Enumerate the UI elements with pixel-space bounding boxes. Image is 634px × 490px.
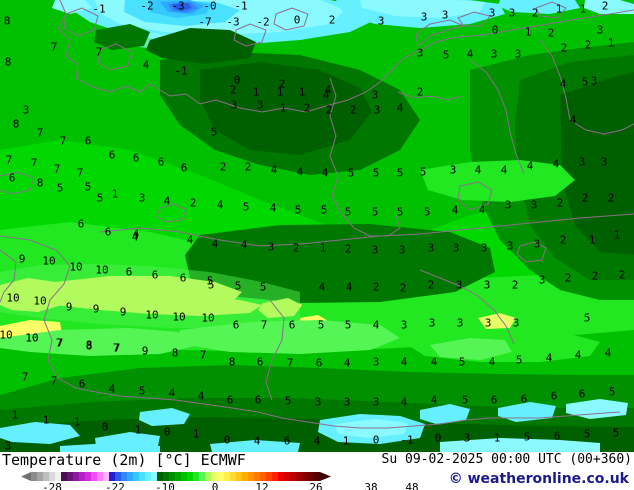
colorbar-swatch (199, 472, 206, 481)
colorbar-swatch (109, 472, 116, 481)
colorbar-right-cap (320, 472, 331, 481)
colorbar-swatch (253, 472, 260, 481)
colorbar-tick: -10 (155, 481, 175, 490)
colorbar-swatch (313, 472, 320, 481)
colorbar-swatch (55, 472, 62, 481)
map-canvas[interactable]: 8 -1 -2 -3 -0 -1 -2 -3 -7 0 2 3 3 3 3 3 2 1 1 2 8 7 7 4 -1 0 2 4 3 2 0… (0, 0, 634, 452)
colorbar-swatch (217, 472, 224, 481)
colorbar-swatch (127, 472, 134, 481)
colorbar-swatch (235, 472, 242, 481)
colorbar-tick: 38 (364, 481, 378, 490)
colorbar-swatch (295, 472, 302, 481)
colorbar-swatch (31, 472, 38, 481)
chart-title: Temperature (2m) [°C] ECMWF (2, 451, 246, 469)
colorbar-swatch (145, 472, 152, 481)
colorbar-tick: -22 (105, 481, 125, 490)
colorbar-tick: 0 (211, 481, 219, 490)
colorbar-swatch (211, 472, 218, 481)
copyright-notice: © weatheronline.co.uk (448, 471, 629, 487)
colorbar-swatch (259, 472, 266, 481)
colorbar-tick: 26 (309, 481, 323, 490)
colorbar-tick-labels: -28 -22 -10 0 12 26 38 48 (0, 481, 419, 490)
legend-footer: Temperature (2m) [°C] ECMWF -28 -22 -10 0 12… (0, 451, 634, 490)
colorbar-tick: 48 (405, 481, 419, 490)
colorbar-swatch (163, 472, 170, 481)
colorbar-left-cap (21, 472, 31, 481)
colorbar-swatch (79, 472, 86, 481)
colorbar-swatch (193, 472, 200, 481)
colorbar-swatch (229, 472, 236, 481)
colorbar-swatch (157, 472, 164, 481)
colorbar-swatch (301, 472, 308, 481)
colorbar-swatch (205, 472, 212, 481)
colorbar-swatch (49, 472, 56, 481)
colorbar-swatch (277, 472, 284, 481)
colorbar-swatch (73, 472, 80, 481)
colorbar-swatch (247, 472, 254, 481)
colorbar-swatch (151, 472, 158, 481)
colorbar-swatch (175, 472, 182, 481)
colorbar-swatch (223, 472, 230, 481)
colorbar-swatch (271, 472, 278, 481)
colorbar-swatch (187, 472, 194, 481)
colorbar-swatch (289, 472, 296, 481)
colorbar-swatch (115, 472, 122, 481)
colorbar-swatch (61, 472, 68, 481)
colorbar-swatch (43, 472, 50, 481)
temperature-field-svg (0, 0, 634, 452)
colorbar-swatch (265, 472, 272, 481)
colorbar[interactable] (31, 472, 320, 481)
colorbar-swatch (97, 472, 104, 481)
colorbar-swatch (85, 472, 92, 481)
colorbar-swatch (103, 472, 110, 481)
colorbar-swatch (241, 472, 248, 481)
valid-time-stamp: Su 09-02-2025 00:00 UTC (00+360) (381, 452, 632, 467)
colorbar-swatch (169, 472, 176, 481)
colorbar-swatch (133, 472, 140, 481)
colorbar-tick: -28 (42, 481, 62, 490)
colorbar-swatch (307, 472, 314, 481)
colorbar-tick: 12 (255, 481, 269, 490)
colorbar-swatch (121, 472, 128, 481)
colorbar-swatch (91, 472, 98, 481)
colorbar-swatch (283, 472, 290, 481)
colorbar-swatch (67, 472, 74, 481)
colorbar-swatch (139, 472, 146, 481)
colorbar-swatch (181, 472, 188, 481)
colorbar-swatch (37, 472, 44, 481)
